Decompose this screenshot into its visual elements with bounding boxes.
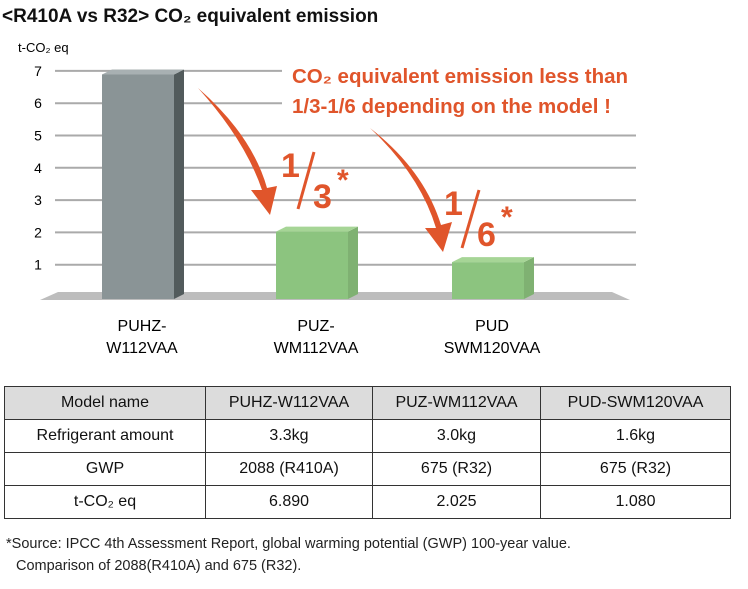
- comparison-table: Model name PUHZ-W112VAA PUZ-WM112VAA PUD-SW…: [4, 386, 731, 519]
- headline-line-1: CO₂ equivalent emission less than: [292, 65, 628, 88]
- table-row: GWP 2088 (R410A) 675 (R32) 675 (R32): [4, 452, 731, 486]
- footnote-line-1: *Source: IPCC 4th Assessment Report, glo…: [6, 536, 571, 552]
- bars: [102, 69, 534, 299]
- row-header-cell: GWP: [4, 452, 206, 486]
- svg-text:1: 1: [444, 185, 463, 223]
- row-header-cell: t-CO₂ eq: [4, 485, 206, 519]
- bar-front: [102, 74, 174, 299]
- y-tick-label: 4: [34, 160, 42, 176]
- svg-text:*: *: [501, 201, 513, 234]
- y-axis-label: t-CO₂ eq: [18, 40, 69, 55]
- bar: [276, 226, 358, 299]
- x-axis-labels: PUHZ-W112VAA PUZ-WM112VAA PUD SWM120VAA: [106, 318, 540, 357]
- table-cell: 675 (R32): [540, 452, 731, 486]
- table-cell: PUD-SWM120VAA: [540, 386, 731, 420]
- table-cell: 3.0kg: [372, 419, 541, 453]
- arrow-icon: [370, 128, 452, 252]
- table-cell: 2.025: [372, 485, 541, 519]
- x-tick-label: PUD SWM120VAA: [444, 318, 541, 357]
- x-tick-label: PUHZ-W112VAA: [106, 318, 178, 357]
- ratio-one-third: 1 3 *: [281, 147, 349, 216]
- bar-side: [174, 69, 184, 299]
- bar-chart: 1 2 3 4 5 6 7 t-CO₂ eq CO₂ equivalent emission…: [18, 40, 636, 357]
- chart-title: <R410A vs R32> CO₂ equivalent emission: [2, 6, 379, 27]
- row-header-cell: Refrigerant amount: [4, 419, 206, 453]
- bar-side: [348, 226, 358, 299]
- table-cell: PUHZ-W112VAA: [205, 386, 373, 420]
- y-tick-label: 1: [34, 257, 42, 273]
- svg-text:*: *: [337, 164, 349, 197]
- footnote: *Source: IPCC 4th Assessment Report, glo…: [6, 533, 571, 577]
- bar: [452, 257, 534, 299]
- y-tick-label: 6: [34, 95, 42, 111]
- headline-line-2: 1/3-1/6 depending on the model !: [292, 95, 611, 118]
- y-tick-label: 3: [34, 192, 42, 208]
- arrow-icon: [198, 88, 277, 215]
- svg-text:6: 6: [477, 216, 496, 254]
- table-header-row: Model name PUHZ-W112VAA PUZ-WM112VAA PUD-SW…: [4, 386, 731, 420]
- bar-top: [102, 69, 184, 75]
- bar-top: [276, 226, 358, 232]
- bar-side: [524, 257, 534, 299]
- y-tick-label: 7: [34, 63, 42, 79]
- table-cell: 675 (R32): [372, 452, 541, 486]
- table-row: Refrigerant amount 3.3kg 3.0kg 1.6kg: [4, 419, 731, 453]
- svg-text:3: 3: [313, 178, 332, 216]
- table-cell: 6.890: [205, 485, 373, 519]
- table-cell: PUZ-WM112VAA: [372, 386, 541, 420]
- table-cell: 3.3kg: [205, 419, 373, 453]
- y-tick-label: 5: [34, 128, 42, 144]
- table-cell: 1.080: [540, 485, 731, 519]
- bar-front: [276, 231, 348, 299]
- row-header-cell: Model name: [4, 386, 206, 420]
- table-row: t-CO₂ eq 6.890 2.025 1.080: [4, 485, 731, 519]
- arrows: [198, 88, 452, 252]
- bar-front: [452, 262, 524, 299]
- footnote-line-2: Comparison of 2088(R410A) and 675 (R32).: [16, 558, 302, 574]
- y-tick-label: 2: [34, 224, 42, 240]
- x-tick-label: PUZ-WM112VAA: [274, 318, 359, 357]
- svg-text:1: 1: [281, 147, 300, 185]
- table-cell: 1.6kg: [540, 419, 731, 453]
- bar-top: [452, 257, 534, 263]
- bar: [102, 69, 184, 299]
- table-cell: 2088 (R410A): [205, 452, 373, 486]
- ratio-one-sixth: 1 6 *: [444, 185, 513, 254]
